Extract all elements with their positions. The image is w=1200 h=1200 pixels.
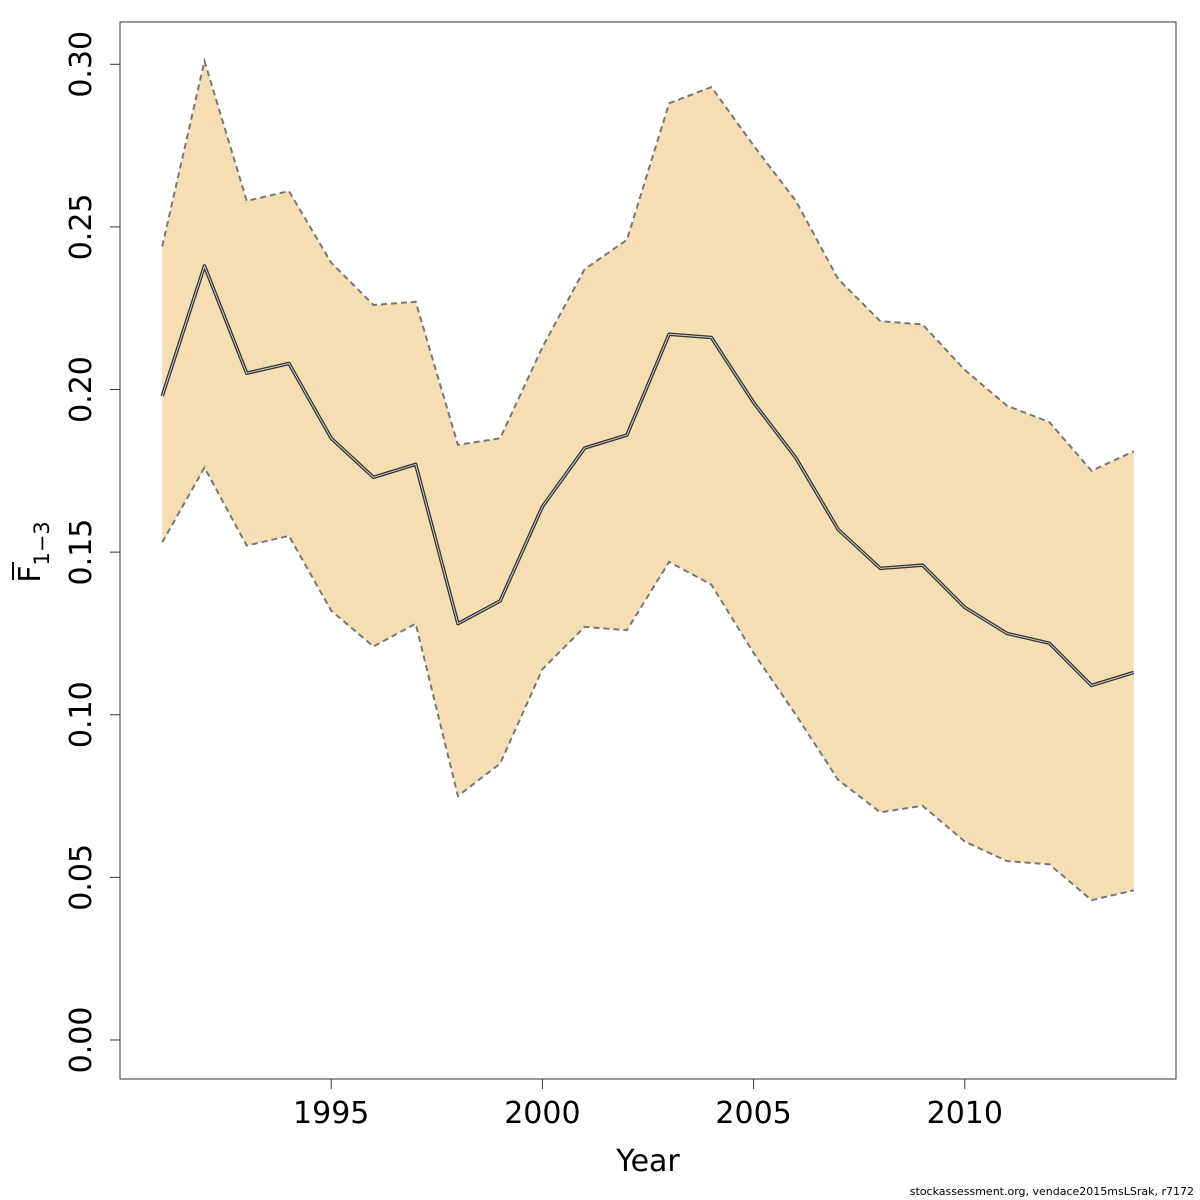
plot-frame <box>119 21 1177 1080</box>
confidence-band <box>162 61 1134 901</box>
x-tick-label: 1995 <box>293 1096 369 1131</box>
y-tick-label: 0.00 <box>64 1007 99 1074</box>
y-tick-label: 0.20 <box>64 356 99 423</box>
y-tick-label: 0.25 <box>64 193 99 260</box>
x-tick-label: 2010 <box>927 1096 1003 1131</box>
y-axis-title: F1−3 <box>12 521 54 583</box>
series-line-layer <box>160 57 1135 902</box>
y-tick-label: 0.30 <box>64 31 99 98</box>
x-tick-label: 2000 <box>504 1096 580 1131</box>
y-axis-title-subscript: 1−3 <box>30 521 54 565</box>
svg-text:F1−3: F1−3 <box>13 521 54 583</box>
footer-credit: stockassessment.org, vendace2015msLSrak,… <box>909 1185 1194 1198</box>
lower-bound-line <box>161 465 1134 902</box>
estimate-line-inner <box>161 265 1134 686</box>
x-tick-label: 2005 <box>715 1096 791 1131</box>
confidence-band-layer <box>162 61 1134 901</box>
y-tick-label: 0.10 <box>64 681 99 748</box>
x-axis: 1995 2000 2005 2010 <box>293 1079 1003 1131</box>
y-tick-label: 0.15 <box>64 519 99 586</box>
y-axis-title-main: F <box>13 566 48 583</box>
y-axis: 0.00 0.05 0.10 0.15 0.20 0.25 0.30 <box>64 31 120 1073</box>
y-tick-label: 0.05 <box>64 844 99 911</box>
x-axis-title: Year <box>615 1144 680 1179</box>
